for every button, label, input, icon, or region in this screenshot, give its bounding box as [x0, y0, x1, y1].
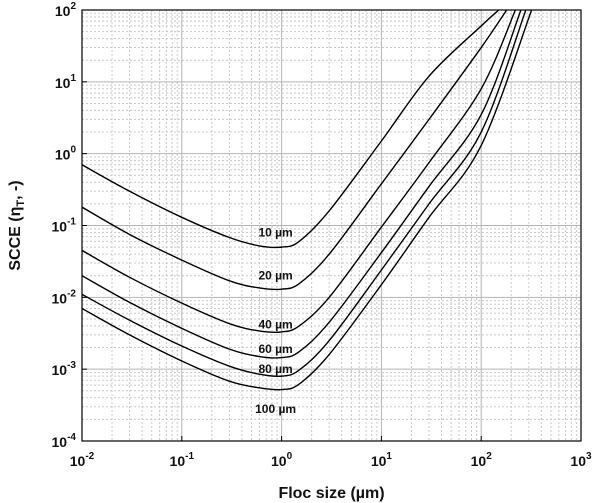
y-axis-label: SCCE (ηT, -)	[7, 180, 27, 270]
x-tick-label: 10-2	[70, 451, 95, 469]
y-axis-label-subscript: T	[15, 200, 27, 207]
y-tick-label: 10-3	[52, 360, 77, 378]
y-tick-exponent: -4	[67, 432, 76, 443]
y-tick-exponent: 0	[70, 145, 76, 156]
x-tick-base: 10	[271, 453, 287, 469]
x-tick-base: 10	[471, 453, 487, 469]
series-label-2: 20 µm	[258, 269, 292, 283]
series-line-4	[82, 10, 522, 359]
y-tick-label: 10-2	[52, 288, 77, 306]
x-axis-ticks: 10-2 10-1 100 101 102 103	[70, 436, 592, 469]
series-labels: 10 µm 20 µm 40 µm 60 µm 80 µm 100 µm	[255, 225, 296, 415]
series-line-5	[82, 10, 527, 378]
series-label-1: 10 µm	[258, 225, 292, 239]
x-tick-base: 10	[170, 453, 186, 469]
y-tick-exponent: -1	[67, 217, 76, 228]
x-tick-exponent: -1	[185, 451, 194, 462]
x-tick-exponent: 0	[287, 451, 293, 462]
series-line-6	[82, 10, 533, 391]
series-label-4: 60 µm	[258, 342, 292, 356]
y-tick-exponent: 1	[70, 73, 76, 84]
y-axis-label-tail: , -)	[7, 180, 24, 200]
series-line-2	[82, 10, 508, 291]
series-label-6: 100 µm	[255, 402, 296, 416]
x-tick-label: 102	[471, 451, 493, 469]
x-tick-label: 10-1	[170, 451, 195, 469]
y-axis-label-main: SCCE (η	[7, 207, 24, 271]
y-tick-exponent: -3	[67, 360, 76, 371]
y-tick-base: 10	[52, 362, 68, 378]
x-tick-base: 10	[371, 453, 387, 469]
series-label-3: 40 µm	[258, 317, 292, 331]
y-tick-base: 10	[55, 3, 71, 19]
y-tick-base: 10	[52, 219, 68, 235]
y-tick-exponent: -2	[67, 288, 76, 299]
x-tick-label: 103	[570, 451, 592, 469]
y-tick-label: 10-1	[52, 217, 77, 235]
series-label-5: 80 µm	[258, 362, 292, 376]
x-tick-label: 100	[271, 451, 293, 469]
x-tick-exponent: 3	[586, 451, 592, 462]
y-tick-label: 10-4	[52, 432, 77, 450]
series-line-3	[82, 10, 517, 334]
x-tick-label: 101	[371, 451, 393, 469]
y-tick-base: 10	[52, 290, 68, 306]
minor-grid	[82, 10, 581, 441]
series-lines	[82, 10, 533, 391]
y-tick-base: 10	[52, 434, 68, 450]
y-tick-label: 102	[55, 1, 77, 19]
series-line-1	[82, 10, 500, 249]
y-tick-base: 10	[55, 75, 71, 91]
y-tick-base: 10	[55, 147, 71, 163]
x-tick-exponent: 2	[486, 451, 492, 462]
y-tick-exponent: 2	[70, 1, 76, 12]
x-tick-exponent: -2	[85, 451, 94, 462]
x-tick-exponent: 1	[386, 451, 392, 462]
x-axis-label: Floc size (µm)	[278, 485, 384, 502]
y-tick-label: 101	[55, 73, 77, 91]
x-tick-base: 10	[70, 453, 86, 469]
x-tick-base: 10	[570, 453, 586, 469]
y-tick-label: 100	[55, 145, 77, 163]
